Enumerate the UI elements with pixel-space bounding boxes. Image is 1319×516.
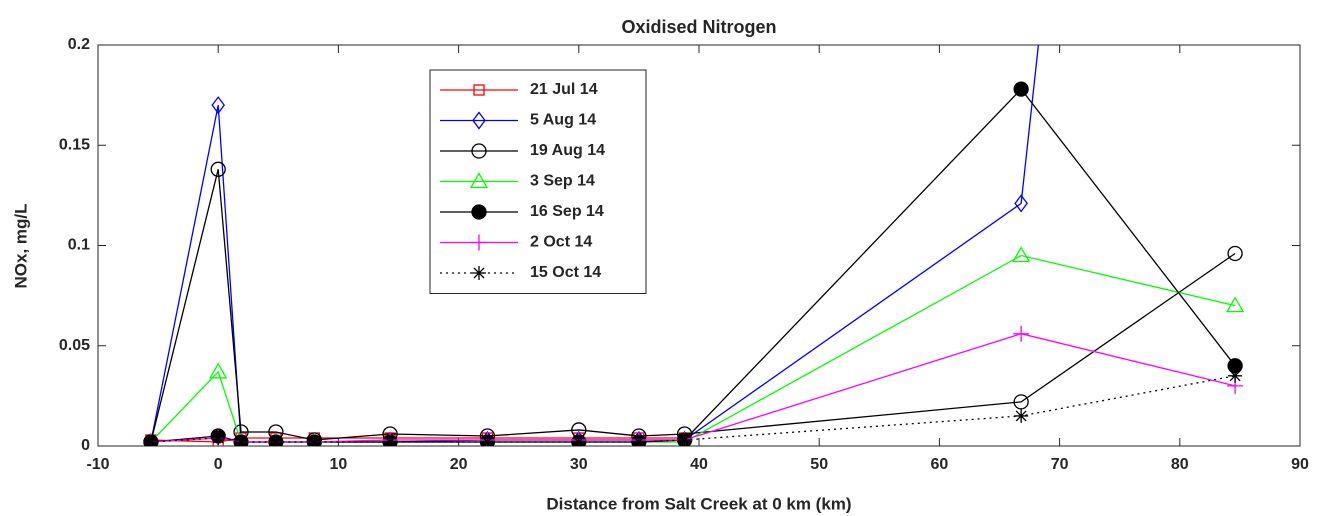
y-tick-label: 0.15	[59, 136, 90, 153]
y-tick-label: 0.05	[59, 337, 90, 354]
marker	[211, 430, 226, 445]
marker	[383, 434, 398, 446]
marker	[209, 362, 228, 379]
marker	[469, 172, 489, 189]
marker	[631, 434, 646, 446]
marker	[471, 234, 487, 251]
legend-label: 19 Aug 14	[530, 142, 605, 159]
legend-label: 2 Oct 14	[530, 234, 592, 251]
marker	[1013, 325, 1030, 342]
marker	[1225, 296, 1245, 313]
marker	[268, 434, 283, 446]
chart-title: Oxidised Nitrogen	[621, 17, 776, 37]
marker	[1014, 408, 1029, 423]
series-line	[150, 254, 1236, 443]
series-line	[150, 375, 1236, 443]
marker	[210, 161, 226, 177]
x-tick-label: 80	[1171, 456, 1189, 473]
series-line	[150, 333, 1236, 443]
marker	[1012, 246, 1031, 263]
marker	[480, 434, 495, 446]
x-tick-label: 50	[810, 456, 828, 473]
legend-label: 21 Jul 14	[530, 81, 598, 98]
marker	[1227, 245, 1243, 262]
marker	[471, 143, 487, 159]
marker	[571, 434, 586, 446]
legend-label: 16 Sep 14	[530, 203, 604, 220]
marker	[211, 96, 226, 115]
series-line	[150, 169, 1236, 443]
marker	[472, 266, 486, 280]
plot-area	[142, 45, 1245, 446]
legend-label: 15 Oct 14	[530, 264, 601, 281]
marker	[307, 434, 322, 446]
marker	[1228, 368, 1243, 383]
series-line	[150, 88, 1236, 443]
marker	[472, 111, 486, 130]
y-axis-label: NOx, mg/L	[11, 203, 30, 288]
x-tick-label: 90	[1291, 456, 1309, 473]
marker	[1013, 394, 1029, 410]
x-tick-label: -10	[86, 456, 109, 473]
legend-label: 5 Aug 14	[530, 112, 596, 129]
y-tick-label: 0.1	[68, 237, 90, 254]
series-line	[150, 45, 1040, 443]
marker	[234, 434, 249, 446]
marker	[1014, 194, 1028, 213]
x-axis-label: Distance from Salt Creek at 0 km (km)	[546, 494, 851, 513]
x-tick-label: 40	[690, 456, 708, 473]
x-tick-label: 70	[1051, 456, 1069, 473]
marker	[471, 204, 487, 220]
x-tick-label: 10	[330, 456, 348, 473]
x-tick-label: 20	[450, 456, 468, 473]
x-tick-label: 60	[931, 456, 949, 473]
legend-label: 3 Sep 14	[530, 173, 595, 190]
marker	[143, 434, 158, 446]
axes-box	[97, 44, 1301, 447]
x-tick-label: 0	[214, 456, 223, 473]
marker	[677, 432, 692, 446]
y-tick-label: 0	[81, 437, 90, 454]
y-tick-label: 0.2	[68, 36, 90, 53]
marker	[1013, 81, 1029, 97]
x-tick-label: 30	[570, 456, 588, 473]
marker	[473, 84, 485, 96]
